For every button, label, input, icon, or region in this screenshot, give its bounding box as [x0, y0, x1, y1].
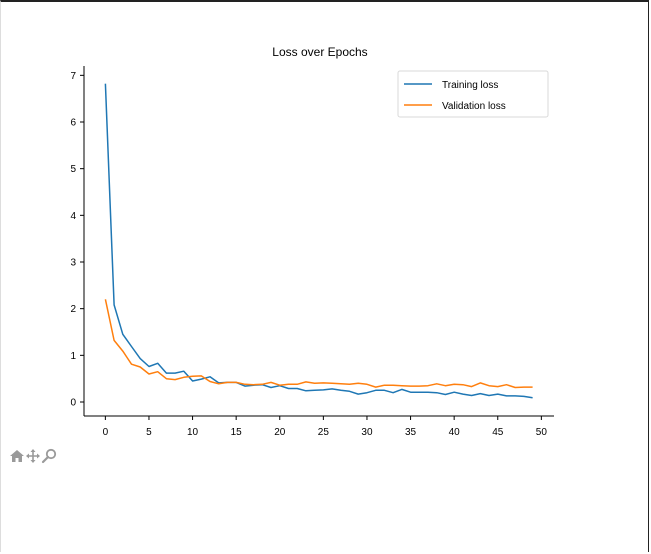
y-tick-label: 6 [70, 118, 76, 129]
x-tick-label: 25 [318, 427, 330, 438]
y-tick-label: 5 [70, 164, 76, 175]
x-tick-label: 45 [492, 427, 504, 438]
y-tick-label: 7 [70, 71, 76, 82]
x-tick-label: 5 [146, 427, 152, 438]
legend-box [397, 70, 549, 118]
x-tick-label: 0 [103, 427, 109, 438]
plot-lines [104, 83, 533, 399]
x-tick-label: 15 [231, 427, 243, 438]
x-tick-label: 20 [274, 427, 286, 438]
x-tick-label: 10 [187, 427, 199, 438]
pan-icon[interactable] [25, 448, 41, 464]
legend-label: Training loss [442, 80, 498, 91]
legend: Training loss Validation loss [397, 70, 549, 118]
chart-title: Loss over Epochs [272, 45, 367, 59]
legend-label: Validation loss [442, 101, 506, 112]
series-line-validation-loss [104, 299, 533, 389]
x-tick-label: 50 [536, 427, 548, 438]
zoom-icon[interactable] [41, 448, 57, 464]
x-tick-label: 30 [361, 427, 373, 438]
y-tick-label: 2 [70, 304, 76, 315]
y-tick-label: 3 [70, 258, 76, 269]
toolbar [9, 447, 57, 465]
x-tick-label: 40 [449, 427, 461, 438]
y-tick-label: 1 [70, 351, 76, 362]
y-tick-label: 4 [70, 211, 76, 222]
series-line-training-loss [104, 83, 533, 399]
x-tick-label: 35 [405, 427, 417, 438]
home-icon[interactable] [9, 448, 25, 464]
y-tick-label: 0 [70, 398, 76, 409]
